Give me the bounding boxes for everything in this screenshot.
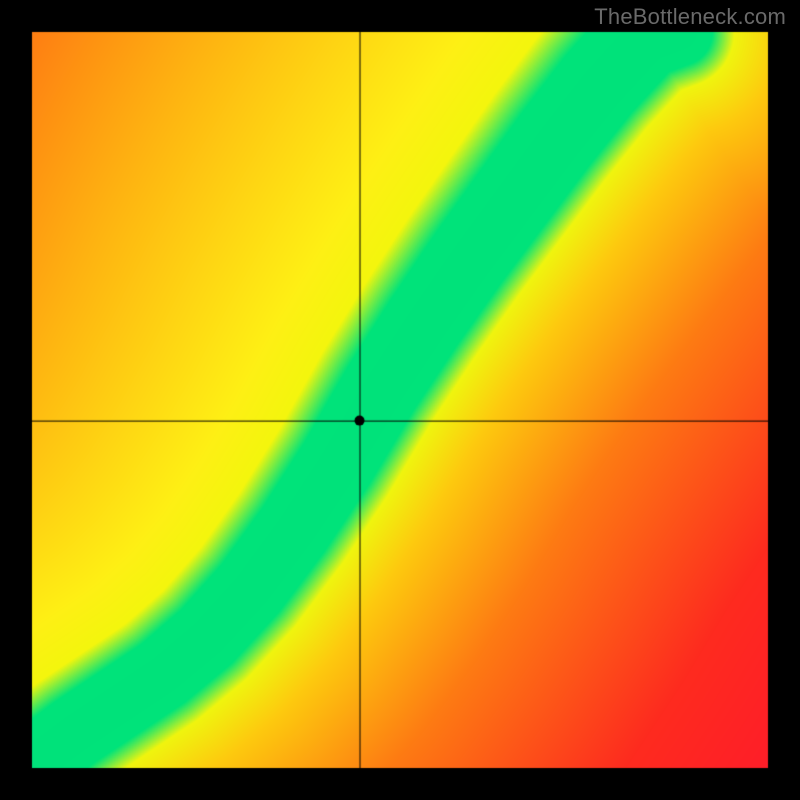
chart-container: TheBottleneck.com xyxy=(0,0,800,800)
heatmap-canvas xyxy=(0,0,800,800)
watermark-label: TheBottleneck.com xyxy=(594,4,786,30)
